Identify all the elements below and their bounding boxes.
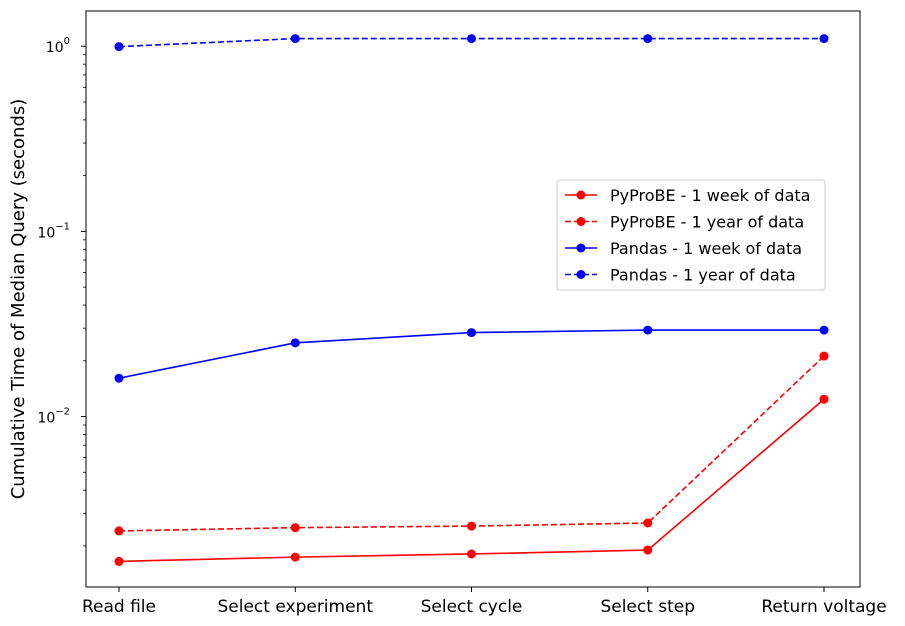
series-point-1 xyxy=(467,521,476,531)
legend-box xyxy=(556,179,826,291)
series-point-3 xyxy=(467,34,476,44)
series-point-1 xyxy=(819,351,829,361)
legend: PyProBE - 1 week of data PyProBE - 1 year… xyxy=(556,179,826,291)
series-point-3 xyxy=(643,34,653,44)
series-line-2 xyxy=(118,329,824,380)
series-line-1 xyxy=(118,355,825,532)
y-tick-label: 100 xyxy=(46,36,70,56)
x-tick-label: Read file xyxy=(82,597,156,617)
legend-label: Pandas - 1 year of data xyxy=(610,266,796,285)
legend-marker xyxy=(576,270,586,279)
x-tick-label: Return voltage xyxy=(761,597,886,617)
legend-label: Pandas - 1 week of data xyxy=(610,239,802,258)
series-point-0 xyxy=(467,549,476,559)
series-point-1 xyxy=(114,526,124,536)
legend-label: PyProBE - 1 week of data xyxy=(610,186,810,205)
series-point-2 xyxy=(643,325,653,335)
y-axis-label: Cumulative Time of Median Query (seconds… xyxy=(8,99,29,500)
plot-frame xyxy=(85,10,861,588)
series-point-0 xyxy=(643,545,653,555)
x-tick-label: Select cycle xyxy=(421,597,523,617)
series-point-2 xyxy=(819,325,829,335)
series-point-3 xyxy=(290,34,300,44)
y-tick-label: 10−1 xyxy=(37,221,70,241)
series-point-3 xyxy=(819,34,829,44)
x-tick-label: Select experiment xyxy=(218,597,374,617)
y-tick-label: 10−2 xyxy=(37,407,70,427)
series-point-0 xyxy=(819,394,829,404)
x-tick-label: Select step xyxy=(600,597,695,617)
legend-marker xyxy=(576,243,586,253)
legend-label: PyProBE - 1 year of data xyxy=(610,213,804,232)
series-point-2 xyxy=(467,328,476,338)
series-point-0 xyxy=(290,552,300,562)
legend-marker xyxy=(576,190,586,200)
series-point-0 xyxy=(114,556,124,566)
series-point-3 xyxy=(114,42,124,52)
legend-marker xyxy=(576,217,586,226)
series-point-1 xyxy=(290,523,300,533)
series-point-2 xyxy=(114,373,124,383)
series-point-1 xyxy=(643,518,653,528)
series-line-0 xyxy=(118,398,825,563)
series-point-2 xyxy=(290,338,300,348)
